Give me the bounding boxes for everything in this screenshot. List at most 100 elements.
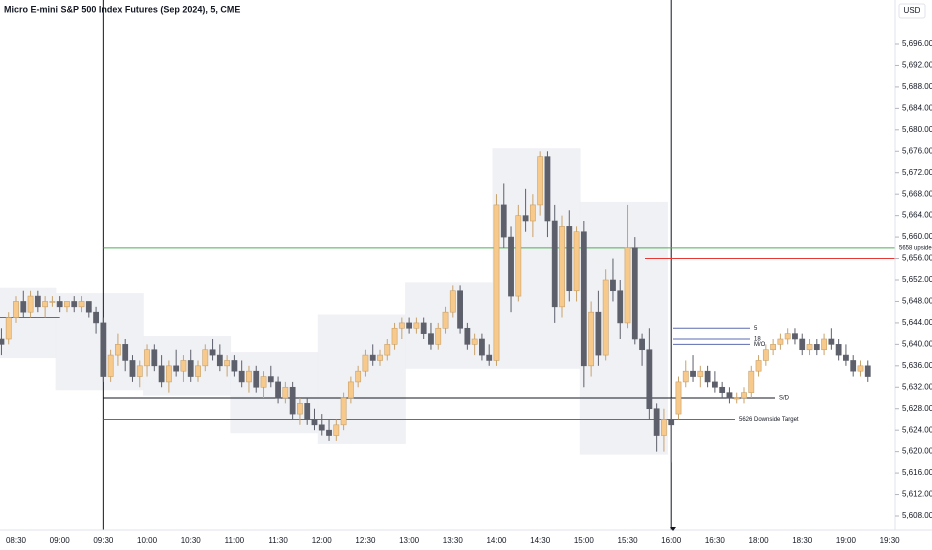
y-tick-label: 5,692.00 <box>902 61 932 70</box>
candle-body <box>653 408 660 436</box>
x-tick-label: 10:00 <box>137 536 158 545</box>
range-box <box>317 314 406 444</box>
candle-body <box>602 279 609 356</box>
candle-body <box>828 338 835 345</box>
level-label: S/D <box>779 396 790 402</box>
candle-body <box>355 370 362 383</box>
y-tick-label: 5,656.00 <box>902 254 932 263</box>
candle-body <box>471 338 478 345</box>
candle-body <box>537 156 544 206</box>
candle-body <box>71 301 78 308</box>
candle-body <box>267 376 274 383</box>
candle-body <box>326 429 332 436</box>
x-tick-label: 15:00 <box>574 536 595 545</box>
candle-body <box>566 226 573 292</box>
candle-body <box>595 311 602 356</box>
y-tick-label: 5,672.00 <box>902 168 932 177</box>
y-tick-label: 5,680.00 <box>902 125 932 134</box>
candle-body <box>690 370 696 377</box>
candle-body <box>122 344 129 361</box>
candle-body <box>784 333 791 340</box>
y-tick-label: 5,660.00 <box>902 232 932 241</box>
candle-body <box>573 231 580 292</box>
candle-body <box>209 349 216 356</box>
candle-body <box>843 354 849 361</box>
x-tick-label: 18:00 <box>749 536 770 545</box>
candle-body <box>377 354 383 361</box>
candle-body <box>391 327 398 345</box>
candle-body <box>449 290 456 313</box>
candle-body <box>238 370 245 383</box>
candle-body <box>347 381 354 399</box>
x-tick-label: 16:00 <box>661 536 682 545</box>
candle-body <box>428 333 434 345</box>
x-tick-label: 09:00 <box>50 536 71 545</box>
candle-body <box>20 301 27 313</box>
candle-body <box>406 322 413 329</box>
y-tick-label: 5,636.00 <box>902 361 932 370</box>
candle-body <box>398 322 405 329</box>
candle-body <box>187 360 194 377</box>
candle-body <box>741 392 747 399</box>
currency-label[interactable]: USD <box>904 6 921 15</box>
candle-body <box>311 419 318 426</box>
candle-body <box>777 338 784 345</box>
candle-body <box>719 386 726 393</box>
candle-body <box>333 424 340 436</box>
candle-body <box>493 204 500 361</box>
candle-body <box>821 338 827 351</box>
x-tick-label: 19:30 <box>880 536 901 545</box>
y-tick-label: 5,624.00 <box>902 425 932 434</box>
candle-body <box>661 419 667 436</box>
x-tick-label: 13:30 <box>443 536 464 545</box>
candle-body <box>253 370 260 388</box>
candle-body <box>792 333 798 340</box>
candle-body <box>755 360 762 372</box>
candle-body <box>340 397 347 426</box>
x-tick-label: 14:30 <box>530 536 551 545</box>
candle-body <box>610 279 616 292</box>
range-box <box>143 336 232 396</box>
y-tick-label: 5,652.00 <box>902 275 932 284</box>
candle-body <box>711 381 718 388</box>
candle-body <box>115 344 121 356</box>
candle-body <box>56 301 63 308</box>
candle-body <box>500 204 507 238</box>
candle-body <box>369 354 376 361</box>
candle-body <box>646 349 653 410</box>
candle-body <box>762 349 769 361</box>
candle-body <box>289 386 296 415</box>
x-tick-label: 10:30 <box>181 536 202 545</box>
range-box <box>492 148 581 369</box>
y-tick-label: 5,648.00 <box>902 297 932 306</box>
candle-body <box>275 381 281 399</box>
session-marker <box>670 527 676 531</box>
candle-body <box>180 360 187 372</box>
y-tick-label: 5,616.00 <box>902 468 932 477</box>
candle-body <box>78 301 85 308</box>
y-tick-label: 5,688.00 <box>902 82 932 91</box>
level-label: M/O <box>754 342 766 348</box>
candle-body <box>704 370 711 383</box>
candle-body <box>580 231 587 367</box>
candle-body <box>144 349 150 367</box>
x-tick-label: 19:00 <box>836 536 857 545</box>
candle-body <box>136 365 143 377</box>
candle-body <box>64 301 70 308</box>
x-tick-label: 12:00 <box>312 536 333 545</box>
x-tick-label: 14:00 <box>486 536 507 545</box>
candle-body <box>5 317 12 340</box>
candle-body <box>857 365 864 372</box>
candle-body <box>34 295 41 308</box>
candle-body <box>384 344 391 356</box>
candle-body <box>260 376 267 388</box>
candle-body <box>515 215 522 297</box>
x-tick-label: 16:30 <box>705 536 726 545</box>
candle-body <box>668 419 675 426</box>
currency-box[interactable] <box>898 3 926 19</box>
range-box <box>55 293 144 391</box>
level-label: 5626 Downside Target <box>739 417 799 423</box>
candle-body <box>551 220 558 308</box>
